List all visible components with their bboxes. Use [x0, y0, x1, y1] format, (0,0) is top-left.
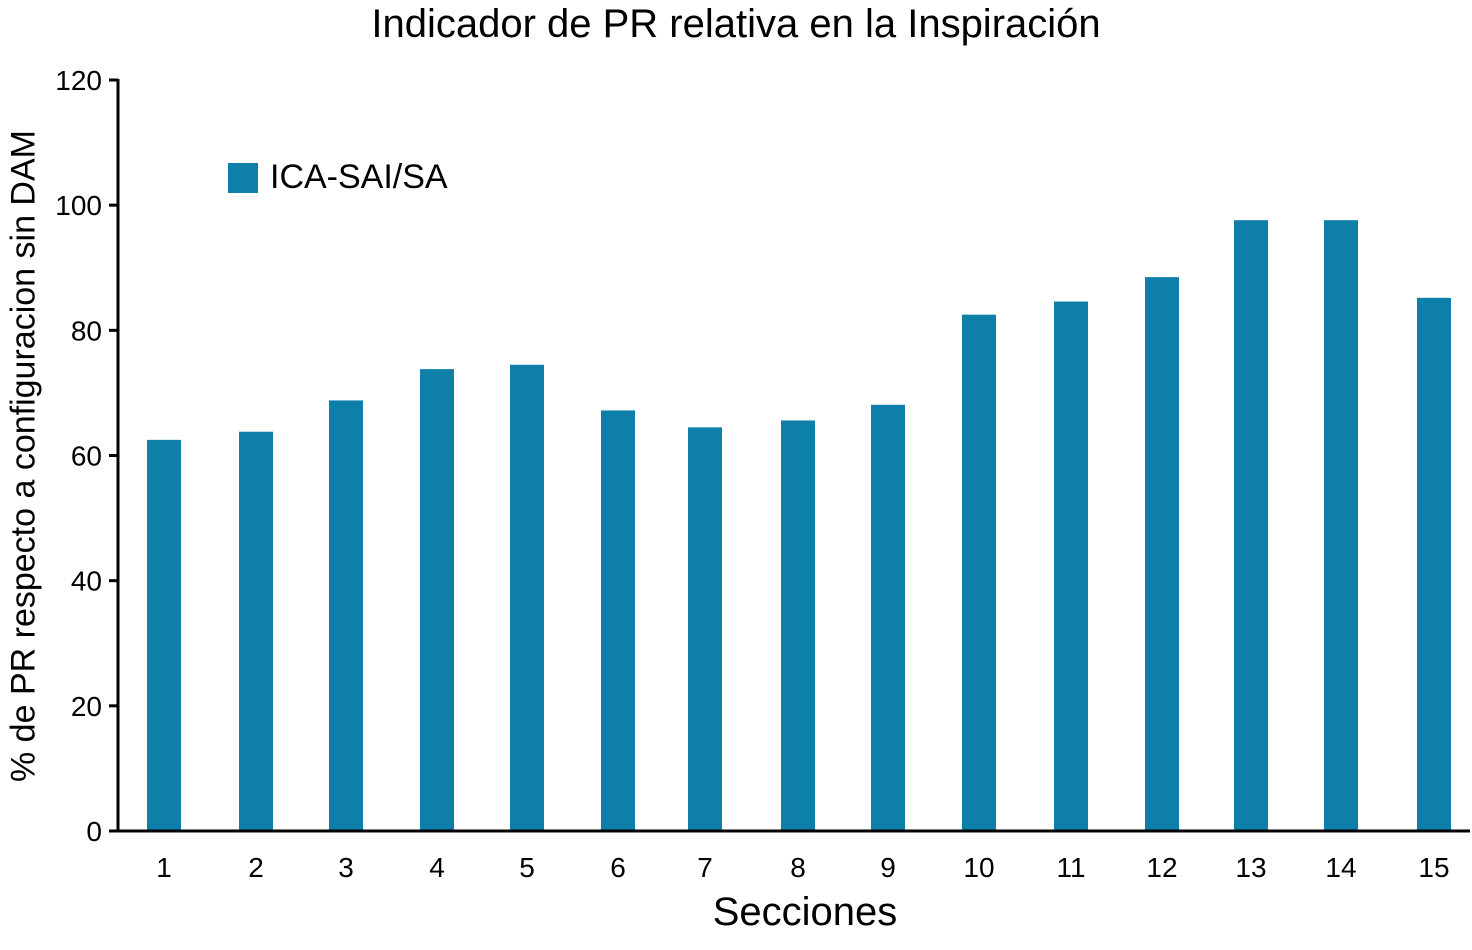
bar-7 — [688, 427, 722, 831]
bar-2 — [239, 431, 273, 831]
bar-12 — [1145, 277, 1179, 831]
y-axis-label: % de PR respecto a configuracion sin DAM — [4, 130, 43, 782]
chart-title: Indicador de PR relativa en la Inspiraci… — [371, 2, 1101, 46]
bar-15 — [1417, 297, 1451, 831]
bar-14 — [1324, 220, 1358, 832]
bar-9 — [871, 404, 905, 831]
x-tick-label-5: 5 — [519, 852, 535, 883]
x-tick-label-12: 12 — [1146, 852, 1177, 883]
bar-8 — [781, 420, 815, 831]
y-tick-label-80: 80 — [71, 315, 102, 346]
bar-6 — [601, 410, 635, 831]
y-tick-label-120: 120 — [55, 65, 102, 96]
x-tick-label-10: 10 — [963, 852, 994, 883]
x-tick-label-15: 15 — [1418, 852, 1449, 883]
bar-3 — [329, 400, 363, 831]
x-axis-label: Secciones — [712, 890, 898, 934]
y-tick-label-40: 40 — [71, 566, 102, 597]
x-tick-label-7: 7 — [697, 852, 713, 883]
bar-13 — [1234, 220, 1268, 832]
x-tick-label-6: 6 — [610, 852, 626, 883]
x-tick-label-11: 11 — [1056, 852, 1085, 883]
x-tick-label-14: 14 — [1325, 852, 1356, 883]
bar-5 — [510, 364, 544, 831]
bar-11 — [1054, 301, 1088, 831]
legend-label: ICA-SAI/SA — [270, 158, 448, 196]
x-tick-label-2: 2 — [248, 852, 264, 883]
chart-legend: ICA-SAI/SA — [228, 158, 448, 197]
x-tick-label-13: 13 — [1235, 852, 1266, 883]
bar-1 — [147, 439, 181, 831]
x-tick-label-1: 1 — [156, 852, 172, 883]
y-tick-label-0: 0 — [86, 816, 102, 847]
x-tick-label-9: 9 — [880, 852, 896, 883]
bar-10 — [962, 314, 996, 831]
legend-swatch — [228, 162, 258, 193]
y-tick-label-60: 60 — [71, 441, 102, 472]
y-tick-label-100: 100 — [55, 190, 102, 221]
x-tick-label-8: 8 — [790, 852, 806, 883]
x-tick-label-4: 4 — [429, 852, 445, 883]
bar-4 — [420, 369, 454, 831]
y-tick-label-20: 20 — [71, 691, 102, 722]
x-tick-label-3: 3 — [338, 852, 354, 883]
